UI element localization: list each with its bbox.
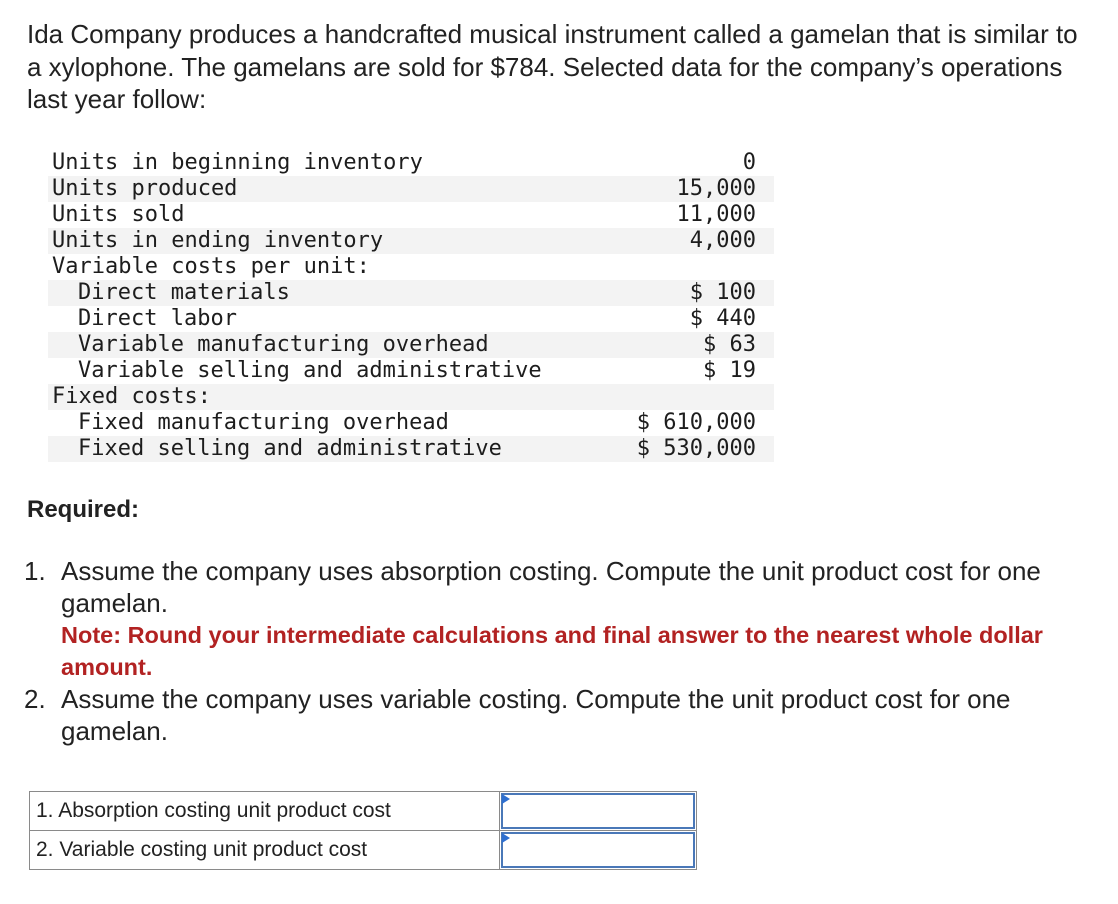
- table-row: Variable costs per unit:: [48, 254, 774, 280]
- row-value: 11,000: [676, 202, 756, 227]
- row-label: Units in ending inventory: [48, 228, 617, 254]
- table-row: Units in ending inventory 4,000: [48, 228, 774, 254]
- answer-cell: [499, 791, 697, 831]
- row-value: $ 63: [616, 332, 774, 358]
- row-value: $ 100: [616, 280, 774, 306]
- variable-cost-input[interactable]: [501, 832, 695, 868]
- row-value: 4,000: [616, 228, 774, 254]
- table-row: Variable manufacturing overhead $ 63: [48, 332, 774, 358]
- row-label: Direct materials: [48, 280, 617, 306]
- row-value: $ 19: [703, 358, 756, 383]
- row-value: [616, 254, 774, 280]
- requirement-2: 2. Assume the company uses variable cost…: [24, 683, 1084, 747]
- table-row: Units in beginning inventory 0: [48, 150, 774, 176]
- row-label: Fixed costs:: [48, 384, 617, 410]
- table-row: Fixed manufacturing overhead $ 610,000: [48, 410, 774, 436]
- rounding-note: Note: Round your intermediate calculatio…: [61, 622, 1043, 680]
- table-row: Fixed costs:: [48, 384, 774, 410]
- row-value: $ 610,000: [636, 410, 756, 435]
- row-label: Units produced: [48, 176, 617, 202]
- row-label: Variable selling and administrative: [78, 358, 542, 383]
- row-label: Fixed selling and administrative: [48, 436, 617, 462]
- table-row: Variable selling and administrative $ 19: [48, 358, 774, 384]
- input-marker-icon: [502, 833, 511, 843]
- row-label: Variable costs per unit:: [52, 254, 370, 279]
- cost-data-table: Units in beginning inventory 0 Units pro…: [48, 150, 774, 462]
- answer-label: 1. Absorption costing unit product cost: [28, 791, 501, 831]
- row-value: 0: [742, 150, 756, 175]
- answer-row: 1. Absorption costing unit product cost: [28, 791, 697, 831]
- problem-intro: Ida Company produces a handcrafted music…: [27, 19, 1078, 114]
- answer-label: 2. Variable costing unit product cost: [28, 830, 501, 870]
- row-value: $ 440: [689, 306, 756, 331]
- row-label: Variable manufacturing overhead: [48, 332, 617, 358]
- answer-row: 2. Variable costing unit product cost: [28, 830, 697, 870]
- table-row: Direct labor $ 440: [48, 306, 774, 332]
- row-value: [616, 384, 774, 410]
- requirement-text: Assume the company uses absorption costi…: [61, 556, 1041, 618]
- row-label: Fixed manufacturing overhead: [78, 410, 449, 435]
- requirement-number: 1.: [24, 556, 46, 586]
- table-row: Units sold 11,000: [48, 202, 774, 228]
- row-label: Direct labor: [78, 306, 237, 331]
- table-row: Direct materials $ 100: [48, 280, 774, 306]
- answer-cell: [499, 830, 697, 870]
- table-row: Units produced 15,000: [48, 176, 774, 202]
- row-label: Units sold: [52, 202, 185, 227]
- requirement-number: 2.: [24, 684, 46, 714]
- required-list: 1. Assume the company uses absorption co…: [24, 555, 1084, 747]
- input-marker-icon: [502, 794, 511, 804]
- absorption-cost-input[interactable]: [501, 793, 695, 829]
- required-heading: Required:: [27, 496, 140, 523]
- row-label: Units in beginning inventory: [52, 150, 423, 175]
- table-row: Fixed selling and administrative $ 530,0…: [48, 436, 774, 462]
- row-value: 15,000: [616, 176, 774, 202]
- requirement-1: 1. Assume the company uses absorption co…: [24, 555, 1084, 683]
- row-value: $ 530,000: [616, 436, 774, 462]
- requirement-text: Assume the company uses variable costing…: [61, 684, 1011, 746]
- answer-table: 1. Absorption costing unit product cost …: [28, 791, 697, 870]
